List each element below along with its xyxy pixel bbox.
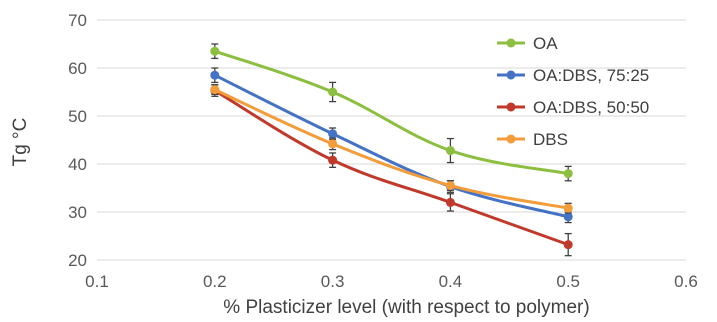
y-tick-label: 30: [68, 203, 87, 222]
x-tick-label: 0.4: [439, 272, 463, 291]
legend-marker: [506, 134, 516, 144]
series-oa-dbs-50-50: [210, 84, 573, 257]
data-point: [328, 155, 338, 165]
legend-label: OA: [533, 34, 558, 53]
legend-item: OA: [497, 34, 558, 53]
legend-marker: [506, 70, 516, 80]
legend-item: DBS: [497, 130, 568, 149]
legend-label: OA:DBS, 75:25: [533, 66, 649, 85]
x-axis-title: % Plasticizer level (with respect to pol…: [223, 297, 589, 318]
series-line: [213, 73, 570, 219]
data-point: [210, 85, 220, 95]
y-tick-label: 20: [68, 251, 87, 270]
x-tick-label: 0.1: [85, 272, 109, 291]
grid-layer: [97, 19, 686, 261]
y-tick-label: 50: [68, 107, 87, 126]
legend-item: OA:DBS, 75:25: [497, 66, 649, 85]
legend-label: OA:DBS, 50:50: [533, 98, 649, 117]
y-tick-label: 40: [68, 155, 87, 174]
data-point: [445, 146, 455, 156]
legend: OA OA:DBS, 75:25 OA:DBS, 50:50 DBS: [497, 34, 649, 149]
legend-label: DBS: [533, 130, 568, 149]
x-tick-label: 0.3: [321, 272, 345, 291]
data-point: [210, 70, 220, 80]
data-point: [563, 240, 573, 250]
legend-item: OA:DBS, 50:50: [497, 98, 649, 117]
legend-marker: [506, 102, 516, 112]
legend-marker: [506, 38, 516, 48]
series-line: [213, 49, 570, 176]
x-tick-label: 0.6: [674, 272, 698, 291]
data-point: [328, 139, 338, 149]
data-point: [445, 181, 455, 191]
y-axis-title: Tg °C: [10, 118, 31, 167]
y-tick-label: 70: [68, 11, 87, 30]
x-tick-label: 0.2: [203, 272, 227, 291]
series-layer: [210, 43, 573, 257]
y-tick-label: 60: [68, 59, 87, 78]
data-point: [328, 87, 338, 97]
data-point: [563, 212, 573, 222]
data-point: [563, 169, 573, 179]
data-point: [445, 197, 455, 207]
x-tick-label: 0.5: [556, 272, 580, 291]
data-point: [210, 46, 220, 56]
series-line: [213, 88, 570, 210]
series-line: [213, 89, 570, 247]
series-oa: [210, 43, 573, 182]
axis-layer: 20 30 40 50 60 70 0.1 0.2 0.3 0.4 0.5 0.6: [68, 11, 698, 291]
series-dbs: [210, 84, 573, 214]
data-point: [563, 203, 573, 213]
data-point: [328, 129, 338, 139]
